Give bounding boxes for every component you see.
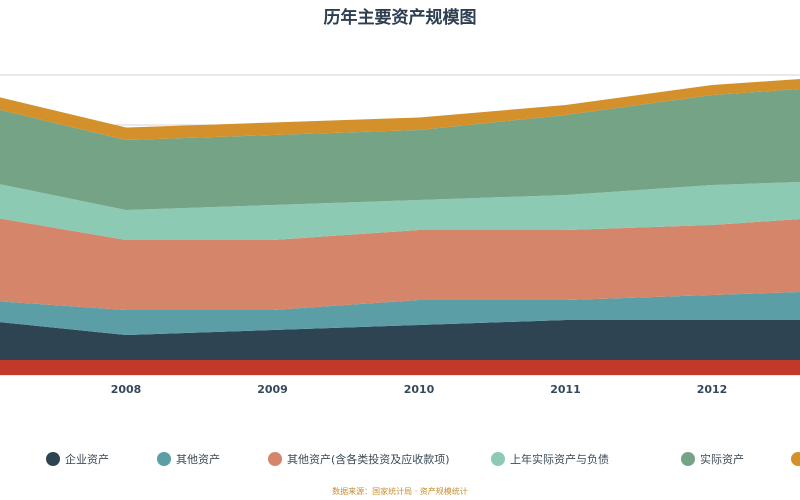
legend-item-1[interactable]: 企业资产 xyxy=(46,452,109,466)
legend-label-2: 其他资产 xyxy=(176,452,220,466)
x-tick-label-2: 2010 xyxy=(404,383,435,396)
legend-marker-6 xyxy=(791,452,800,466)
x-tick-label-4: 2012 xyxy=(697,383,728,396)
legend-marker-4 xyxy=(491,452,505,466)
legend-marker-2 xyxy=(157,452,171,466)
area-series-6 xyxy=(0,78,800,140)
legend-item-5[interactable]: 实际资产 xyxy=(681,452,744,466)
legend-label-4: 上年实际资产与负债 xyxy=(510,452,609,466)
legend-item-4[interactable]: 上年实际资产与负债 xyxy=(491,452,609,466)
legend-marker-5 xyxy=(681,452,695,466)
x-tick-label-0: 2008 xyxy=(111,383,142,396)
legend-item-3[interactable]: 其他资产(含各类投资及应收款项) xyxy=(268,452,450,466)
legend-label-3: 其他资产(含各类投资及应收款项) xyxy=(287,452,450,466)
x-tick-label-1: 2009 xyxy=(257,383,288,396)
legend-item-6[interactable] xyxy=(791,452,800,466)
area-series-2 xyxy=(0,291,800,335)
area-series-1 xyxy=(0,320,800,360)
legend-item-2[interactable]: 其他资产 xyxy=(157,452,220,466)
legend-marker-3 xyxy=(268,452,282,466)
x-axis-ticks: 2008 2009 2010 2011 2012 xyxy=(111,383,728,396)
area-series-3 xyxy=(0,218,800,310)
area-series-4 xyxy=(0,181,800,240)
area-series-0 xyxy=(0,360,800,375)
legend-marker-1 xyxy=(46,452,60,466)
area-series-group xyxy=(0,78,800,375)
chart-title: 历年主要资产规模图 xyxy=(324,7,477,28)
source-note: 数据来源：国家统计局 · 资产规模统计 xyxy=(332,486,468,496)
area-series-5 xyxy=(0,88,800,210)
legend-label-5: 实际资产 xyxy=(700,452,744,466)
x-tick-label-3: 2011 xyxy=(550,383,581,396)
legend-label-1: 企业资产 xyxy=(65,452,109,466)
